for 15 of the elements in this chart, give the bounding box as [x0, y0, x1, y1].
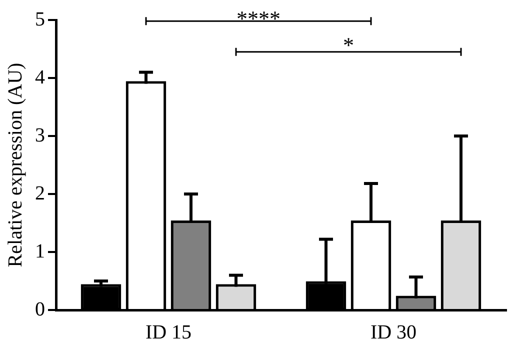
- annotation: *: [343, 32, 354, 58]
- y-tick-label: 2: [35, 182, 45, 204]
- y-tick-label: 1: [35, 240, 45, 262]
- x-tick-label: ID 15: [145, 321, 192, 344]
- annotation: ****: [236, 6, 280, 31]
- y-tick-label: 5: [35, 8, 45, 30]
- y-tick-label: 3: [35, 124, 45, 146]
- bar: [443, 223, 479, 309]
- bar: [398, 298, 434, 309]
- x-tick-label: ID 30: [370, 321, 417, 344]
- y-tick-label: 0: [35, 298, 45, 320]
- y-tick-label: 4: [35, 66, 45, 88]
- bar: [173, 223, 209, 309]
- y-axis-title: Relative expression (AU): [4, 62, 26, 268]
- bar: [218, 286, 254, 309]
